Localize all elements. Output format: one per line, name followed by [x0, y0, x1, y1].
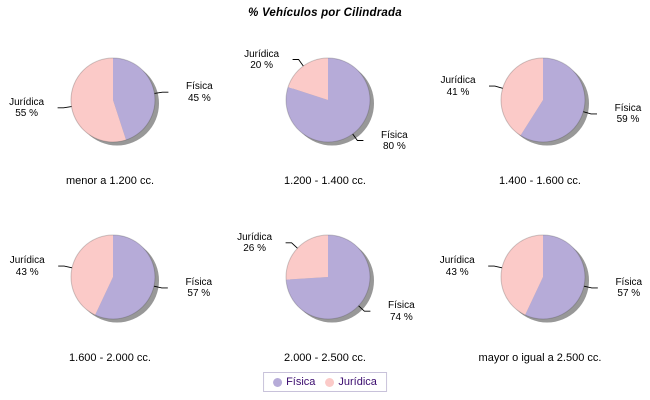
slice-percent: 80 % [382, 141, 406, 152]
callout-line [285, 242, 298, 249]
slice-callout-juridica: Jurídica 43 % [0, 255, 57, 278]
category-label: 1.600 - 2.000 cc. [69, 352, 151, 364]
pie-slice-fisica [520, 58, 585, 142]
pie-rim [500, 57, 586, 143]
pie-slice-fisica [286, 235, 371, 319]
callout-line [583, 111, 597, 115]
pie-rim [70, 57, 156, 143]
slice-callout-fisica: Física 59 % [598, 103, 650, 126]
pie-rim [70, 234, 156, 320]
slice-name: Física [186, 81, 213, 93]
slice-callout-juridica: Jurídica 43 % [427, 255, 487, 278]
legend-item-fisica: Física [273, 376, 315, 388]
pie-cell-2: Física 80 % Jurídica 20 % 1.200 - 1.400 cc. [220, 30, 430, 202]
pie-rim [500, 234, 586, 320]
pie-chart [285, 234, 374, 323]
slice-callout-fisica: Física 45 % [169, 81, 229, 104]
pie-chart [489, 57, 597, 146]
pie-slice-juridica [70, 235, 113, 315]
pie-slice-fisica [95, 235, 155, 319]
slice-percent: 57 % [187, 288, 211, 300]
slice-name: Jurídica [244, 48, 280, 60]
slice-name: Jurídica [9, 96, 45, 108]
legend-swatch-fisica [273, 377, 283, 387]
callout-line [352, 133, 364, 141]
callout-line [583, 285, 598, 289]
slice-percent: 55 % [15, 108, 38, 120]
slice-callout-juridica: Jurídica 41 % [428, 75, 488, 98]
slice-name: Física [614, 102, 642, 114]
legend: Física Jurídica [263, 372, 387, 392]
slice-name: Jurídica [439, 255, 475, 267]
pie-chart [58, 234, 168, 323]
category-label: 2.000 - 2.500 cc. [284, 352, 366, 364]
legend-item-juridica: Jurídica [325, 376, 377, 388]
slice-name: Jurídica [440, 75, 476, 87]
pie-slice-juridica [500, 235, 543, 315]
slice-callout-fisica: Física 57 % [169, 277, 229, 300]
slice-name: Física [615, 276, 643, 288]
pie-cell-3: Física 59 % Jurídica 41 % 1.400 - 1.600 cc. [435, 30, 645, 202]
callout-line [58, 265, 73, 269]
pie-slice-fisica [286, 57, 371, 142]
pie-cell-6: Física 57 % Jurídica 43 % mayor o igual a 2.… [435, 207, 645, 379]
slice-name: Física [381, 129, 408, 141]
slice-callout-fisica: Física 57 % [599, 277, 650, 300]
slice-percent: 57 % [617, 288, 641, 300]
pie-cell-1: Física 45 % Jurídica 55 % menor a 1.200 cc. [5, 30, 215, 202]
pie-slice-juridica [288, 58, 328, 100]
category-label: 1.400 - 1.600 cc. [499, 175, 581, 187]
legend-label-fisica: Física [286, 376, 316, 388]
slice-percent: 59 % [616, 114, 640, 126]
pie-chart [285, 57, 374, 146]
pie-slice-juridica [70, 57, 126, 142]
pie-chart [57, 57, 169, 146]
slice-callout-juridica: Jurídica 26 % [225, 232, 285, 255]
callout-line [153, 285, 168, 289]
chart-title: % Vehículos por Cilindrada [248, 7, 402, 19]
callout-line [488, 265, 503, 269]
legend-swatch-juridica [325, 377, 335, 387]
legend-label-juridica: Jurídica [338, 376, 377, 388]
pie-cell-4: Física 57 % Jurídica 43 % 1.600 - 2.000 cc. [5, 207, 215, 379]
category-label: mayor o igual a 2.500 cc. [478, 352, 602, 364]
pie-slice-juridica [500, 57, 543, 136]
pie-chart [488, 234, 598, 323]
slice-callout-fisica: Física 80 % [364, 130, 424, 153]
callout-line [154, 91, 169, 94]
slice-name: Jurídica [237, 231, 273, 243]
pie-slice-fisica [525, 235, 585, 319]
callout-line [489, 85, 503, 89]
category-label: 1.200 - 1.400 cc. [284, 175, 366, 187]
slice-percent: 20 % [250, 60, 273, 71]
callout-line [292, 59, 304, 67]
slice-callout-juridica: Jurídica 20 % [232, 49, 292, 72]
slice-name: Jurídica [9, 255, 45, 267]
slice-percent: 74 % [389, 311, 413, 323]
callout-line [358, 305, 371, 312]
slice-percent: 41 % [446, 86, 470, 98]
pie-cell-5: Física 74 % Jurídica 26 % 2.000 - 2.500 cc. [220, 207, 430, 379]
slice-callout-fisica: Física 74 % [371, 300, 431, 323]
pie-rim [285, 57, 371, 143]
slice-name: Física [388, 300, 415, 312]
pie-slice-fisica [113, 58, 155, 140]
slice-name: Física [185, 276, 213, 288]
slice-percent: 43 % [15, 266, 39, 278]
callout-line [57, 106, 72, 109]
category-label: menor a 1.200 cc. [65, 175, 155, 187]
slice-percent: 26 % [243, 243, 266, 255]
slice-percent: 43 % [445, 266, 469, 278]
pie-slice-juridica [286, 235, 328, 280]
slice-percent: 45 % [187, 92, 211, 104]
pie-rim [285, 234, 371, 320]
slice-callout-juridica: Jurídica 55 % [0, 97, 57, 120]
